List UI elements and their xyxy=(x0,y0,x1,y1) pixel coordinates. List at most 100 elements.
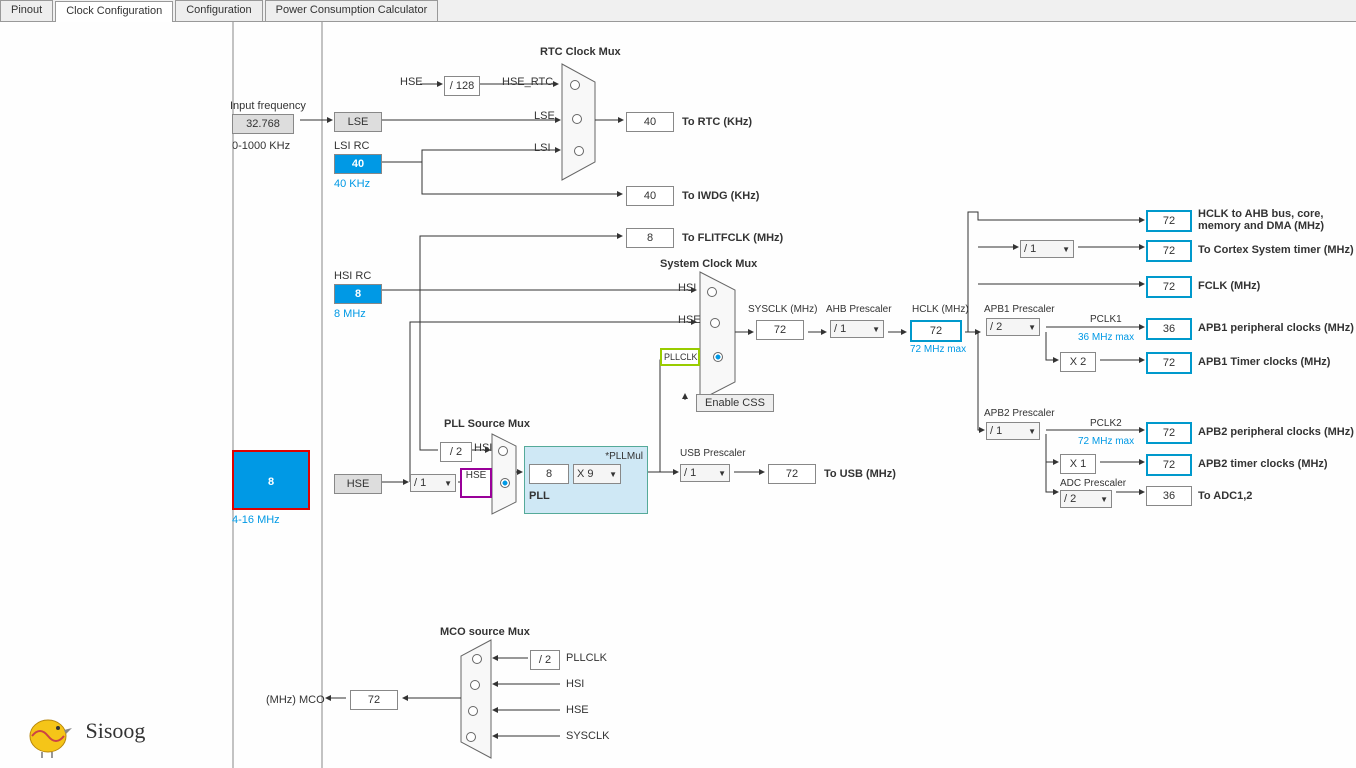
lsi-unit: 40 KHz xyxy=(334,178,370,190)
logo: Sisoog xyxy=(20,708,145,758)
pllsrc-hsi: HSI xyxy=(474,442,492,454)
hse-box: HSE xyxy=(334,474,382,494)
out-hclk-ahb-label: HCLK to AHB bus, core, memory and DMA (M… xyxy=(1198,208,1348,232)
apb2-div[interactable]: / 1▼ xyxy=(986,422,1040,440)
rtc-div128: / 128 xyxy=(444,76,480,96)
hse-input[interactable]: 8 xyxy=(232,450,310,510)
out-cortex-label: To Cortex System timer (MHz) xyxy=(1198,244,1354,256)
out-fclk[interactable]: 72 xyxy=(1146,276,1192,298)
rtc-hsertc: HSE_RTC xyxy=(502,76,553,88)
hclk-max: 72 MHz max xyxy=(910,344,966,355)
apb1-pclk1: PCLK1 xyxy=(1090,314,1122,325)
sysmux-radio-hsi[interactable] xyxy=(707,287,717,297)
pllsrc-pre[interactable]: / 1▼ xyxy=(410,474,456,492)
lse-range: 0-1000 KHz xyxy=(232,140,290,152)
sysmux-hsi: HSI xyxy=(678,282,696,294)
mco-radio-pllclk[interactable] xyxy=(472,654,482,664)
pllsrc-title: PLL Source Mux xyxy=(444,418,530,430)
sysmux-radio-hse[interactable] xyxy=(710,318,720,328)
rtc-lsi-label: LSI xyxy=(534,142,551,154)
usb-label: To USB (MHz) xyxy=(824,468,896,480)
hclk-label: HCLK (MHz) xyxy=(912,304,969,315)
rtc-radio-hse[interactable] xyxy=(570,80,580,90)
sysclk-value: 72 xyxy=(756,320,804,340)
apb1-title: APB1 Prescaler xyxy=(984,304,1055,315)
cortex-div[interactable]: / 1▼ xyxy=(1020,240,1074,258)
rtc-lse-label: LSE xyxy=(534,110,555,122)
apb2-timer[interactable]: 72 xyxy=(1146,454,1192,476)
apb1-timer[interactable]: 72 xyxy=(1146,352,1192,374)
ahb-select[interactable]: / 1▼ xyxy=(830,320,884,338)
sysmux-title: System Clock Mux xyxy=(660,258,757,270)
tab-pinout[interactable]: Pinout xyxy=(0,0,53,21)
sysmux-pllclk: PLLCLK xyxy=(660,348,700,366)
apb1-x2: X 2 xyxy=(1060,352,1096,372)
apb2-timer-label: APB2 timer clocks (MHz) xyxy=(1198,458,1328,470)
pllsrc-radio-hsi[interactable] xyxy=(498,446,508,456)
adc-label: To ADC1,2 xyxy=(1198,490,1252,502)
out-hclk-ahb[interactable]: 72 xyxy=(1146,210,1192,232)
hsi-label: HSI RC xyxy=(334,270,371,282)
mco-title: MCO source Mux xyxy=(440,626,530,638)
lsi-value: 40 xyxy=(334,154,382,174)
lse-input-label: Input frequency xyxy=(230,100,306,112)
rtc-radio-lsi[interactable] xyxy=(574,146,584,156)
enable-css-button[interactable]: Enable CSS xyxy=(696,394,774,412)
rtc-title: RTC Clock Mux xyxy=(540,46,621,58)
clock-canvas: Input frequency 32.768 0-1000 KHz LSE LS… xyxy=(0,22,1356,768)
apb2-periph-label: APB2 peripheral clocks (MHz) xyxy=(1198,426,1354,438)
apb2-title: APB2 Prescaler xyxy=(984,408,1055,419)
apb2-periph[interactable]: 72 xyxy=(1146,422,1192,444)
usb-out: 72 xyxy=(768,464,816,484)
mco-hsi: HSI xyxy=(566,678,584,690)
tabs: Pinout Clock Configuration Configuration… xyxy=(0,0,1356,22)
adc-div[interactable]: / 2▼ xyxy=(1060,490,1112,508)
ahb-label: AHB Prescaler xyxy=(826,304,892,315)
mco-radio-hsi[interactable] xyxy=(470,680,480,690)
pllsrc-div2: / 2 xyxy=(440,442,472,462)
wires xyxy=(0,22,1356,768)
apb2-max: 72 MHz max xyxy=(1078,436,1134,447)
out-cortex[interactable]: 72 xyxy=(1146,240,1192,262)
rtc-out-label: To RTC (KHz) xyxy=(682,116,752,128)
tab-clock[interactable]: Clock Configuration xyxy=(55,1,173,22)
apb1-max: 36 MHz max xyxy=(1078,332,1134,343)
apb1-periph[interactable]: 36 xyxy=(1146,318,1192,340)
rtc-out: 40 xyxy=(626,112,674,132)
usb-select[interactable]: / 1▼ xyxy=(680,464,730,482)
out-fclk-label: FCLK (MHz) xyxy=(1198,280,1260,292)
pll-mul-select[interactable]: X 9▼ xyxy=(573,464,621,484)
flitfclk-value: 8 xyxy=(626,228,674,248)
sysclk-label: SYSCLK (MHz) xyxy=(748,304,817,315)
lse-input[interactable]: 32.768 xyxy=(232,114,294,134)
pllmul-label: *PLLMul xyxy=(529,451,643,462)
usb-title: USB Prescaler xyxy=(680,448,746,459)
tab-power[interactable]: Power Consumption Calculator xyxy=(265,0,439,21)
mco-radio-sysclk[interactable] xyxy=(466,732,476,742)
apb1-div[interactable]: / 2▼ xyxy=(986,318,1040,336)
hclk-value[interactable]: 72 xyxy=(910,320,962,342)
hse-range: 4-16 MHz xyxy=(232,514,280,526)
pll-box: *PLLMul 8 X 9▼ PLL xyxy=(524,446,648,514)
mco-sysclk: SYSCLK xyxy=(566,730,609,742)
sysmux-hse: HSE xyxy=(678,314,701,326)
lse-box: LSE xyxy=(334,112,382,132)
pll-value: 8 xyxy=(529,464,569,484)
apb1-timer-label: APB1 Timer clocks (MHz) xyxy=(1198,356,1330,368)
mco-hse: HSE xyxy=(566,704,589,716)
lsi-label: LSI RC xyxy=(334,140,369,152)
flitfclk-label: To FLITFCLK (MHz) xyxy=(682,232,783,244)
hsi-unit: 8 MHz xyxy=(334,308,366,320)
tab-config[interactable]: Configuration xyxy=(175,0,262,21)
adc-out: 36 xyxy=(1146,486,1192,506)
rtc-radio-lse[interactable] xyxy=(572,114,582,124)
apb2-pclk2: PCLK2 xyxy=(1090,418,1122,429)
mco-pllclk: PLLCLK xyxy=(566,652,607,664)
iwdg-label: To IWDG (KHz) xyxy=(682,190,759,202)
mco-out: 72 xyxy=(350,690,398,710)
sysmux-radio-pllclk[interactable] xyxy=(713,352,723,362)
iwdg-value: 40 xyxy=(626,186,674,206)
mco-radio-hse[interactable] xyxy=(468,706,478,716)
pllsrc-radio-hse[interactable] xyxy=(500,478,510,488)
logo-text: Sisoog xyxy=(86,718,146,743)
